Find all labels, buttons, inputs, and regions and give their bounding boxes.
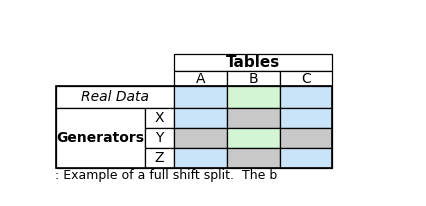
Bar [174, 108, 227, 128]
Bar [145, 108, 174, 128]
Bar [279, 71, 332, 86]
Text: Generators: Generators [56, 131, 144, 145]
Text: Y: Y [155, 131, 164, 145]
Bar [227, 128, 279, 148]
Bar [227, 71, 279, 86]
Bar [174, 54, 332, 71]
Bar [174, 71, 227, 86]
Bar [174, 128, 227, 148]
Bar [227, 86, 279, 108]
Bar [227, 148, 279, 168]
Text: Tables: Tables [226, 55, 280, 70]
Bar [145, 128, 174, 148]
Text: Z: Z [155, 151, 164, 165]
Text: : Example of a full shift split.  The b: : Example of a full shift split. The b [55, 169, 277, 182]
Text: C: C [301, 72, 311, 86]
Bar [145, 148, 174, 168]
Bar [279, 148, 332, 168]
Text: B: B [248, 72, 258, 86]
Bar [279, 86, 332, 108]
Bar [55, 86, 332, 168]
Bar [279, 108, 332, 128]
Bar [227, 108, 279, 128]
Bar [174, 86, 227, 108]
Bar [279, 128, 332, 148]
Bar [174, 148, 227, 168]
Text: A: A [196, 72, 205, 86]
Bar [55, 108, 145, 168]
Text: X: X [155, 111, 164, 125]
Text: Real Data: Real Data [81, 90, 149, 104]
Bar [55, 86, 174, 108]
